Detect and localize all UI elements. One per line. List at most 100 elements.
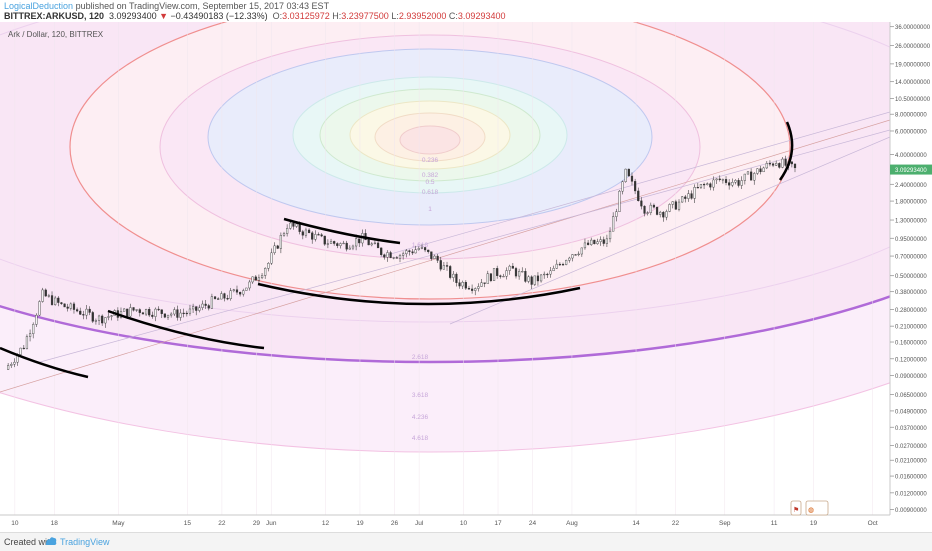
price-tick-label: 0.16000000 [895, 341, 927, 347]
candle-body [649, 204, 652, 213]
candle-body [329, 241, 333, 244]
candle-body [129, 307, 132, 317]
candle-body [69, 303, 72, 309]
time-tick-label: 17 [494, 520, 502, 527]
candle-body [264, 268, 267, 276]
candle-body [132, 307, 135, 311]
open-value: 3.03125972 [282, 11, 330, 21]
candle-body [97, 315, 101, 321]
arc-annotation-2 [107, 309, 265, 350]
candle-body [474, 288, 477, 291]
candle-body [737, 180, 740, 186]
candle-body [28, 333, 32, 337]
candle-body [198, 307, 201, 311]
candle-body [518, 271, 521, 277]
candle-body [684, 196, 687, 199]
price-tick-label: 19.00000000 [895, 62, 931, 68]
candle-body [370, 243, 373, 246]
high-value: 3.23977500 [341, 11, 389, 21]
candle-body [276, 245, 279, 249]
time-tick-label: 10 [11, 520, 19, 527]
candle-body [423, 247, 427, 251]
candle-body [590, 239, 593, 245]
candle-body [659, 211, 662, 215]
candle-body [458, 282, 461, 287]
candle-body [499, 275, 502, 277]
candle-body [492, 268, 496, 281]
candle-body [455, 273, 458, 283]
price-axis[interactable]: 36.00000000 26.00000000 19.00000000 14.0000… [889, 22, 932, 532]
candle-body [41, 289, 44, 302]
time-tick-label: Sep [719, 520, 731, 527]
candle-body [304, 229, 308, 236]
fib-level-label: 1 [428, 206, 432, 213]
candle-body [612, 216, 615, 232]
candle-body [282, 233, 286, 236]
candle-body [555, 263, 558, 269]
candle-body [687, 193, 690, 199]
flag-widget-1[interactable] [790, 500, 802, 516]
candle-body [784, 158, 787, 166]
time-tick-label: 29 [253, 520, 261, 527]
price-tick-label: 0.01200000 [895, 491, 927, 497]
candle-body [405, 250, 408, 255]
candle-body [204, 303, 207, 306]
candle-body [724, 179, 728, 183]
legend-title: Ark / Dollar, 120, BITTREX [8, 30, 104, 39]
candle-body [163, 313, 166, 318]
candle-body [574, 254, 577, 256]
price-tick-label: 0.95000000 [895, 237, 927, 243]
price-tick-label: 36.00000000 [895, 25, 931, 31]
down-arrow-icon: ▼ [159, 11, 169, 21]
tradingview-brand[interactable]: TradingView [60, 537, 110, 547]
fib-circles [0, 22, 890, 453]
author-link[interactable]: LogicalDeduction [4, 1, 74, 11]
time-tick-label: 10 [460, 520, 468, 527]
candle-body [207, 305, 210, 309]
candle-body [775, 163, 778, 166]
fib-level-label: 3.618 [412, 392, 429, 399]
candle-body [565, 260, 568, 265]
candle-body [690, 193, 693, 199]
candle-body [157, 308, 160, 311]
candle-body [445, 265, 449, 267]
candle-body [433, 255, 436, 259]
candle-body [91, 312, 94, 322]
candle-body [530, 276, 533, 285]
candle-body [662, 211, 665, 218]
candle-body [593, 239, 596, 245]
arc-annotation-4 [283, 217, 401, 245]
candle-body [173, 309, 176, 315]
fib-ellipse-core [399, 125, 461, 155]
arc-annotations [0, 121, 794, 379]
flag-widget-2[interactable] [805, 500, 829, 516]
candle-body [135, 309, 138, 311]
fib-ellipse-large [0, 22, 890, 323]
candle-body [389, 252, 392, 258]
candle-body [586, 242, 590, 245]
candle-body [123, 308, 126, 312]
tradingview-logo-icon[interactable] [44, 535, 58, 547]
low-label: L: [391, 11, 399, 21]
candle-body [715, 178, 718, 181]
symbol-line: BITTREX:ARKUSD, 120 3.09293400 ▼ −0.4349… [4, 11, 505, 22]
candle-body [677, 201, 681, 210]
candle-body [298, 223, 301, 232]
candle-body [483, 282, 486, 284]
candle-body [301, 231, 304, 236]
price-tick-label: 0.70000000 [895, 255, 927, 261]
price-tick-label: 0.02100000 [895, 459, 927, 465]
candle-body [141, 312, 145, 315]
price-chart[interactable]: 0.2360.3820.50.61811.6182.6183.6184.2364… [0, 22, 932, 532]
time-grid [14, 22, 873, 515]
candle-body [608, 230, 612, 240]
candle-body [355, 238, 358, 247]
candle-body [543, 273, 546, 276]
candle-body [706, 183, 709, 185]
close-value: 3.09293400 [457, 11, 506, 21]
candle-body [66, 306, 69, 309]
candle-body [358, 238, 361, 244]
candle-body [442, 265, 445, 270]
time-axis[interactable]: 10 18 May 15 22 29 Jun 12 19 26 Jul 10 17 24 Aug 14 22 Se… [0, 514, 890, 532]
candle-body [223, 293, 226, 299]
